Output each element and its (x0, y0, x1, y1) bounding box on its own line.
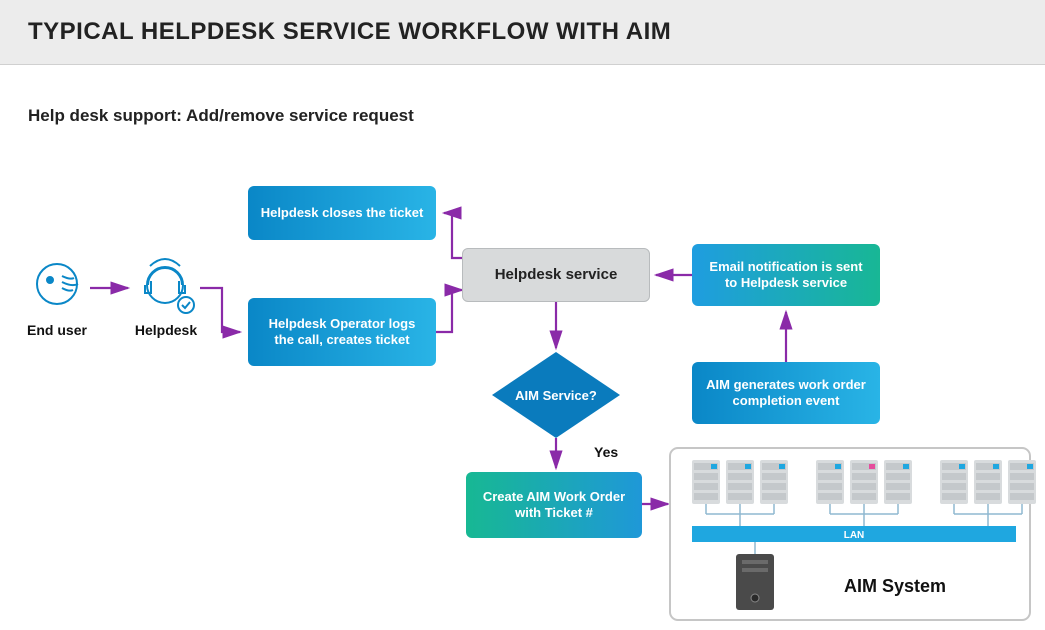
node-aim-event: AIM generates work order completion even… (692, 362, 880, 424)
decision-text: AIM Service? (515, 388, 597, 403)
end-user-icon (37, 264, 78, 304)
arrow-log-to-service (436, 290, 462, 332)
arrow-service-to-close (444, 213, 462, 258)
arrow-helpdesk-to-log (200, 288, 240, 332)
node-close-ticket-text: Helpdesk closes the ticket (261, 205, 424, 221)
lan-label: LAN (844, 530, 865, 541)
node-email-notif-text: Email notification is sent to Helpdesk s… (702, 259, 870, 292)
node-log-call-text: Helpdesk Operator logs the call, creates… (258, 316, 426, 349)
node-create-wo-text: Create AIM Work Order with Ticket # (476, 489, 632, 522)
aim-system-title: AIM System (844, 576, 946, 597)
decision-yes-label: Yes (594, 444, 618, 460)
node-email-notif: Email notification is sent to Helpdesk s… (692, 244, 880, 306)
node-log-call: Helpdesk Operator logs the call, creates… (248, 298, 436, 366)
node-close-ticket: Helpdesk closes the ticket (248, 186, 436, 240)
node-helpdesk-service-text: Helpdesk service (495, 266, 618, 285)
tower-icon (736, 554, 774, 610)
decision-aim-service: AIM Service? (492, 352, 620, 438)
node-helpdesk-service: Helpdesk service (462, 248, 650, 302)
node-aim-event-text: AIM generates work order completion even… (702, 377, 870, 410)
end-user-label: End user (22, 322, 92, 338)
node-create-wo: Create AIM Work Order with Ticket # (466, 472, 642, 538)
helpdesk-label: Helpdesk (130, 322, 202, 338)
helpdesk-icon (145, 259, 194, 313)
